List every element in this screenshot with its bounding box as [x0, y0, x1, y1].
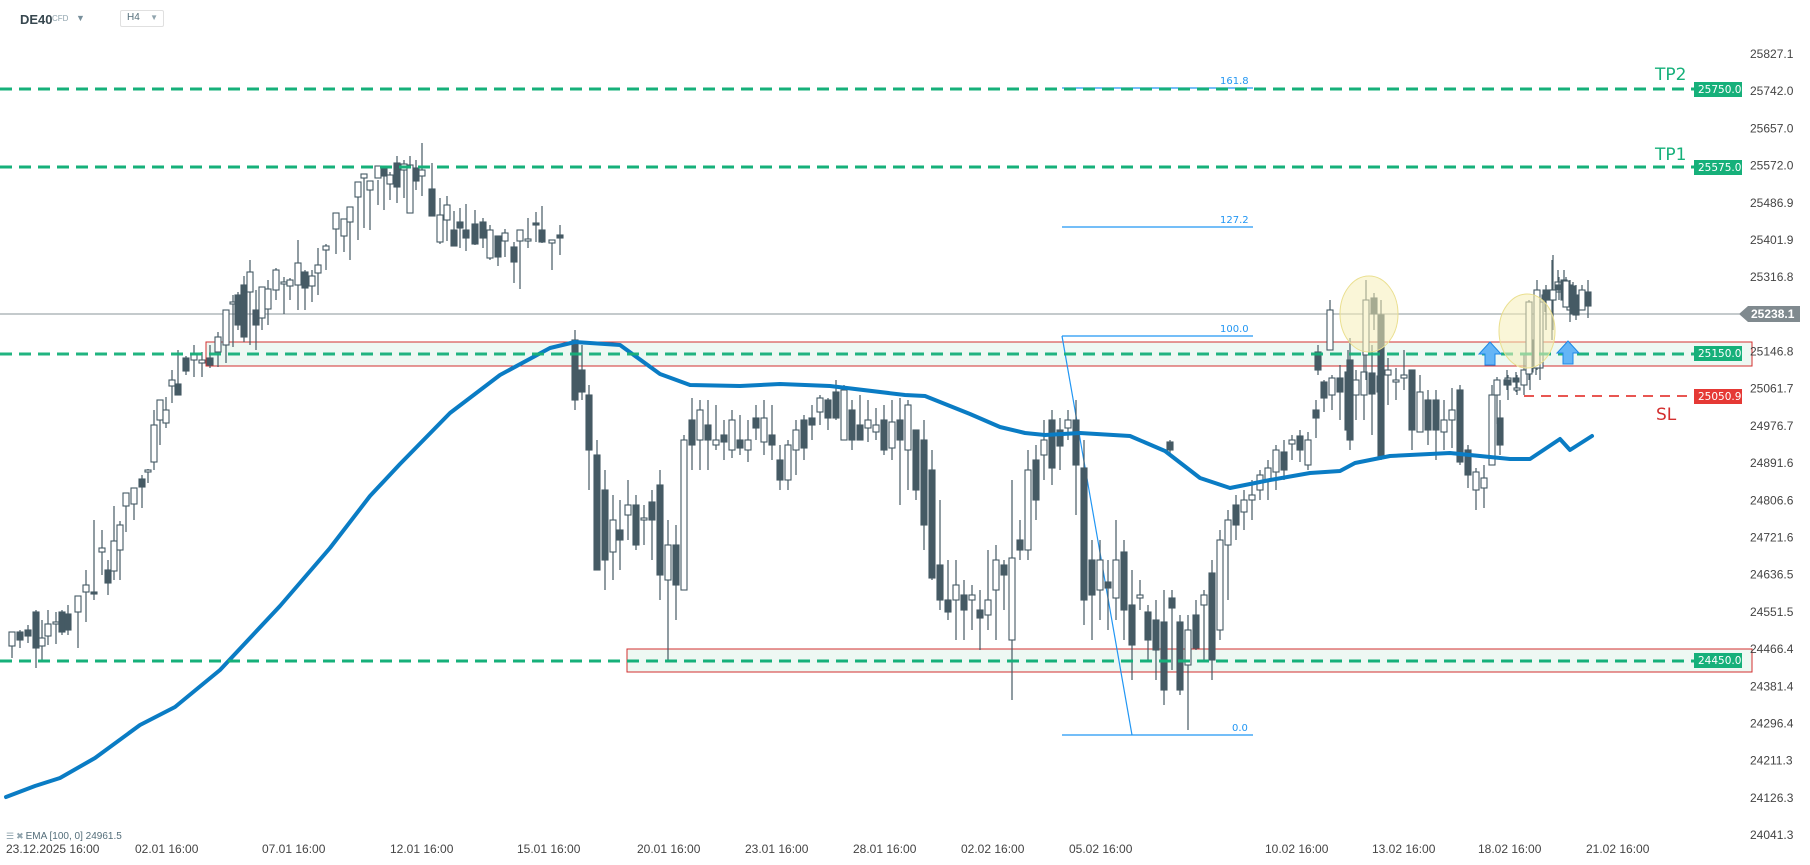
price-tick: 24296.4	[1750, 716, 1794, 730]
fib-level-100: 100.0	[1220, 324, 1249, 335]
price-tick: 24551.5	[1750, 605, 1794, 619]
ema-100-line[interactable]	[4, 340, 1594, 799]
time-tick: 02.01 16:00	[135, 842, 199, 856]
candlestick-series	[8, 143, 564, 668]
symbol-selector[interactable]: DE40	[20, 12, 53, 27]
price-tick: 24636.5	[1750, 568, 1794, 582]
time-tick: 15.01 16:00	[517, 842, 581, 856]
indicator-legend[interactable]: ☰ ✖ EMA [100, 0] 24961.5	[6, 831, 122, 842]
time-tick: 13.02 16:00	[1372, 842, 1436, 856]
fib-level-0: 0.0	[1232, 723, 1248, 734]
price-axis[interactable]: 25827.1 25742.0 25657.0 25572.0 25486.9 25401…	[1750, 47, 1794, 842]
price-tick: 24721.6	[1750, 530, 1794, 544]
current-price-value: 25238.1	[1751, 307, 1795, 321]
price-tick: 24211.3	[1750, 754, 1793, 768]
price-tick: 25146.8	[1750, 345, 1794, 359]
time-tick: 23.12.2025 16:00	[6, 842, 100, 856]
price-tick: 24891.6	[1750, 456, 1794, 470]
close-icon[interactable]: ✖	[16, 831, 24, 841]
time-axis[interactable]: 23.12.2025 16:00 02.01 16:00 07.01 16:00 12…	[6, 842, 1650, 856]
time-tick: 07.01 16:00	[262, 842, 326, 856]
tp2-label: TP2	[1654, 65, 1686, 85]
time-tick: 12.01 16:00	[390, 842, 454, 856]
price-tick: 25742.0	[1750, 84, 1794, 98]
arrow-up-icon	[1477, 341, 1503, 366]
tp1-price-tag: 25575.0	[1698, 162, 1741, 174]
highlight-circle	[1339, 275, 1399, 353]
chart-toolbar: DE40 CFD ▼ H4 ▼	[0, 0, 1810, 36]
arrow-up-icon	[1555, 340, 1581, 365]
price-tick: 24126.3	[1750, 791, 1794, 805]
sl-price-tag: 25050.9	[1698, 391, 1741, 403]
price-tick: 25572.0	[1750, 159, 1794, 173]
current-price-tag	[1739, 306, 1800, 322]
tp1-label: TP1	[1654, 145, 1686, 165]
tp2-price-tag: 25750.0	[1698, 84, 1741, 96]
price-tick: 24806.6	[1750, 493, 1794, 507]
price-tick: 25061.7	[1750, 382, 1794, 396]
time-tick: 20.01 16:00	[637, 842, 701, 856]
chevron-down-icon: ▼	[150, 13, 158, 22]
timeframe-value: H4	[127, 12, 140, 23]
price-tick: 24976.7	[1750, 419, 1794, 433]
price-tick: 24381.4	[1750, 679, 1794, 693]
timeframe-select[interactable]: H4 ▼	[120, 10, 164, 27]
fib-level-161-8: 161.8	[1220, 76, 1249, 87]
time-tick: 05.02 16:00	[1069, 842, 1133, 856]
entry-price-tag: 25150.0	[1698, 348, 1741, 360]
price-tick: 25657.0	[1750, 121, 1794, 135]
indicator-settings-icon[interactable]: ☰	[6, 831, 15, 841]
symbol-type-label: CFD	[52, 14, 69, 23]
sl-label: SL	[1656, 405, 1677, 425]
time-tick: 21.02 16:00	[1586, 842, 1650, 856]
support-price-tag: 24450.0	[1698, 655, 1741, 667]
price-tick: 24466.4	[1750, 642, 1794, 656]
price-tick: 24041.3	[1750, 828, 1794, 842]
time-tick: 28.01 16:00	[853, 842, 917, 856]
price-tick: 25486.9	[1750, 196, 1794, 210]
time-tick: 02.02 16:00	[961, 842, 1025, 856]
time-tick: 18.02 16:00	[1478, 842, 1542, 856]
price-tick: 25827.1	[1750, 47, 1794, 61]
time-tick: 23.01 16:00	[745, 842, 809, 856]
fib-level-127-2: 127.2	[1220, 215, 1249, 226]
price-tick: 25316.8	[1750, 270, 1794, 284]
ema-legend-text: EMA [100, 0] 24961.5	[25, 831, 122, 842]
time-tick: 10.02 16:00	[1265, 842, 1329, 856]
chevron-down-icon[interactable]: ▼	[76, 13, 85, 23]
highlight-circle	[1498, 293, 1556, 369]
price-tick: 25401.9	[1750, 233, 1794, 247]
